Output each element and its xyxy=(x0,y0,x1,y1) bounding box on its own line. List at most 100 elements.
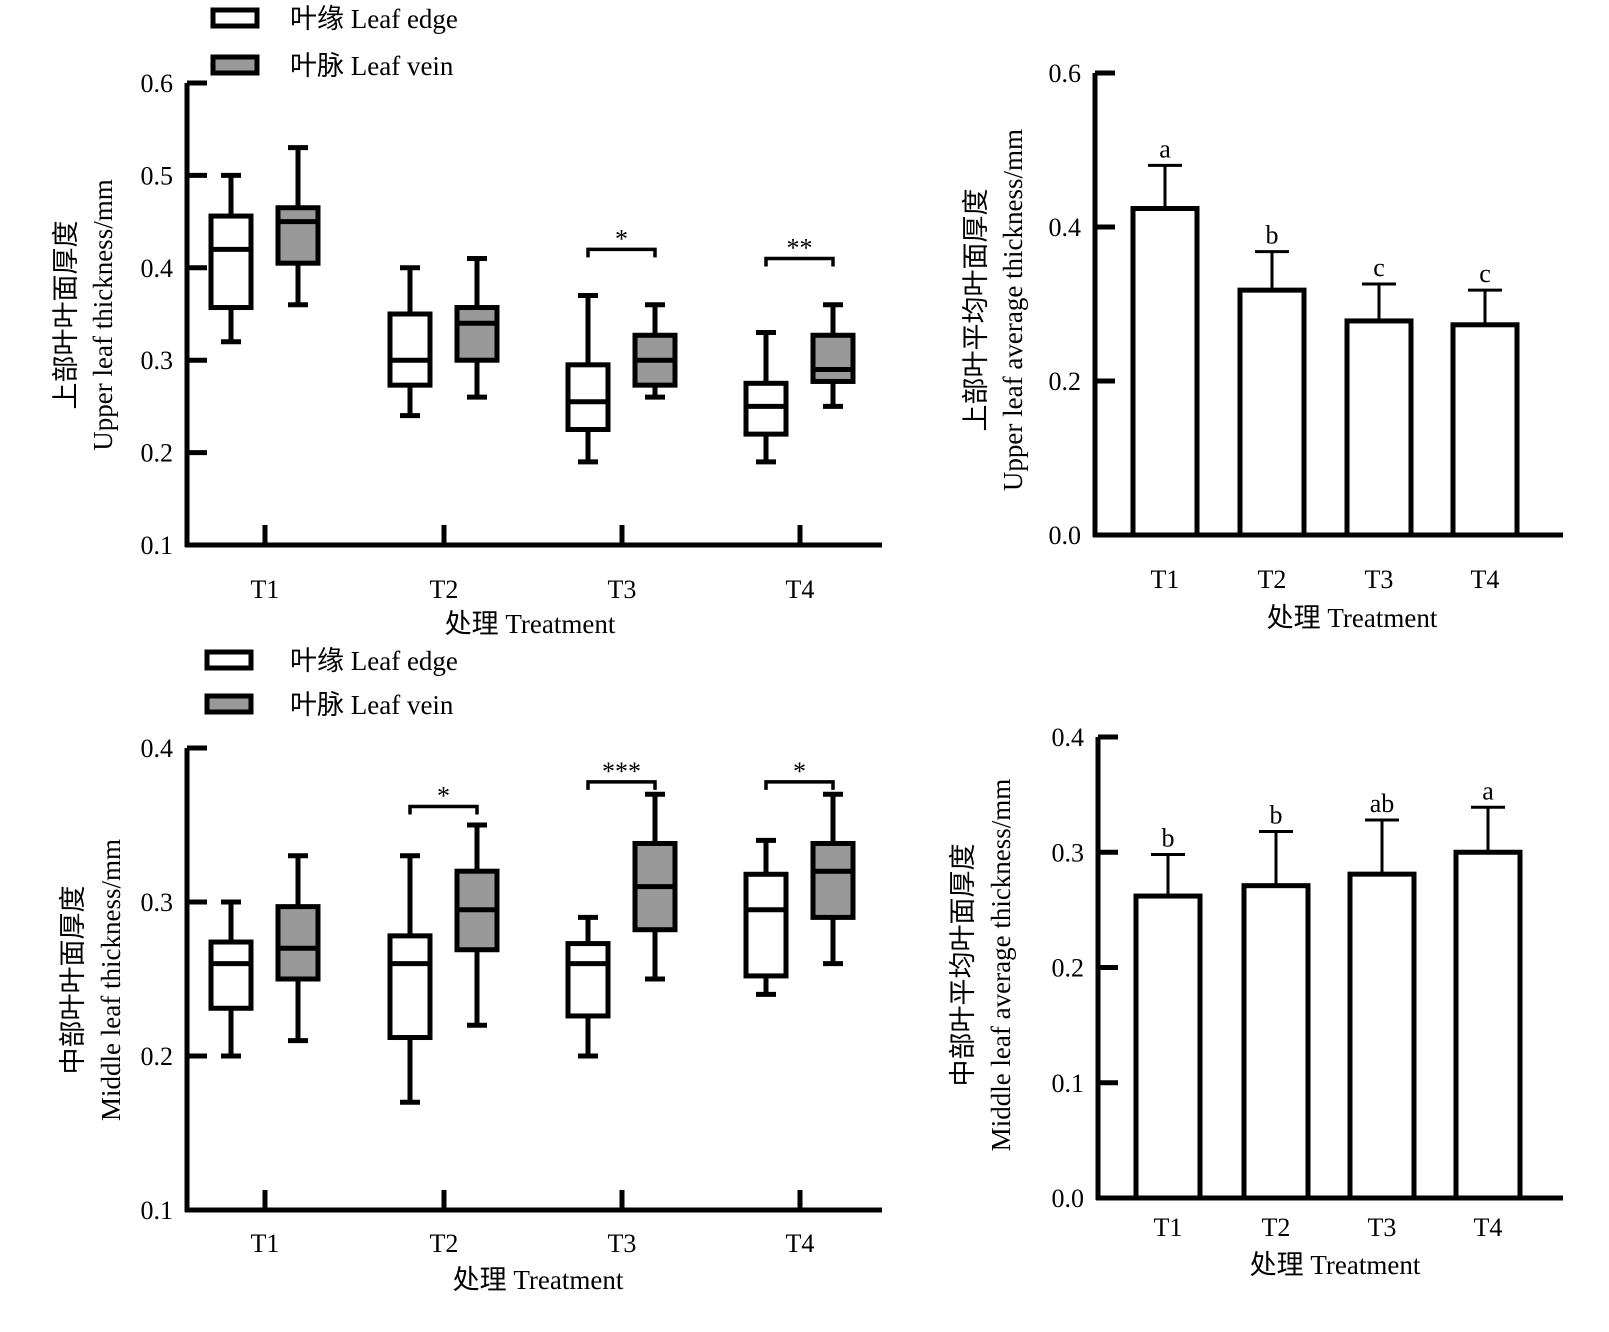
bar-T4: a xyxy=(1453,776,1523,1201)
x-tick-label: T1 xyxy=(1151,565,1180,594)
box-T3-leaf-vein xyxy=(632,302,678,400)
y-tick-label: 0.4 xyxy=(141,254,174,283)
y-tick-label: 0.2 xyxy=(1049,367,1082,396)
significance-letter: c xyxy=(1373,253,1385,282)
bar-T3: c xyxy=(1344,253,1414,538)
legend-label: 叶脉 Leaf vein xyxy=(290,690,454,720)
y-tick-label: 0.4 xyxy=(1052,723,1085,752)
y-tick-label: 0.0 xyxy=(1052,1184,1085,1213)
significance-bracket xyxy=(764,780,835,790)
panel-4-bar-chart: 0.0 0.1 0.2 0.3 0.4 T1 T2 T3 T4 处理 Treatment 中部叶平均… xyxy=(948,723,1563,1280)
box-iqr xyxy=(565,362,611,433)
bar xyxy=(1347,871,1417,1201)
box-iqr xyxy=(275,205,321,266)
bar-T1: b xyxy=(1133,824,1203,1201)
significance-letter: b xyxy=(1266,221,1279,250)
box-iqr xyxy=(454,305,500,363)
significance-label: * xyxy=(793,757,806,786)
x-tick-label: T1 xyxy=(251,575,280,604)
legend-label: 叶缘 Leaf edge xyxy=(290,646,458,676)
bar xyxy=(1133,893,1203,1201)
x-tick-label: T4 xyxy=(786,1229,815,1258)
significance-letter: a xyxy=(1482,776,1494,805)
y-tick-label: 0.6 xyxy=(141,69,174,98)
significance-bracket xyxy=(764,256,835,267)
y-tick-label: 0.6 xyxy=(1049,59,1082,88)
x-tick-label: T3 xyxy=(1368,1213,1397,1242)
y-tick-label: 0.2 xyxy=(141,439,174,468)
panel-1-box-chart: 0.1 0.2 0.3 0.4 0.5 0.6 T1 T2 T3 T4 处理 Treatment 上部… xyxy=(51,4,882,639)
bar xyxy=(1450,322,1520,538)
box-T3-leaf-vein xyxy=(632,791,678,982)
box-iqr xyxy=(275,904,321,982)
bar-T3: ab xyxy=(1347,789,1417,1201)
box-T3-leaf-edge xyxy=(565,293,611,465)
box-T3-leaf-edge xyxy=(565,914,611,1059)
x-tick-label: T3 xyxy=(608,1229,637,1258)
y-tick-label: 0.0 xyxy=(1049,521,1082,550)
significance-label: *** xyxy=(602,757,641,786)
x-tick-label: T1 xyxy=(251,1229,280,1258)
legend-swatch-leaf-edge xyxy=(210,7,260,29)
y-tick-label: 0.4 xyxy=(1049,213,1082,242)
y-axis-label-cn: 上部叶平均叶面厚度 xyxy=(961,189,991,432)
bar xyxy=(1241,883,1311,1201)
box-iqr xyxy=(810,332,856,384)
x-tick-label: T4 xyxy=(1474,1213,1503,1242)
y-tick-label: 0.3 xyxy=(141,346,174,375)
y-axis-label: Upper leaf thickness/mm xyxy=(88,179,118,450)
box-T1-leaf-vein xyxy=(275,145,321,308)
box-iqr xyxy=(743,871,789,979)
x-tick-label: T2 xyxy=(430,575,459,604)
box-T2-leaf-vein xyxy=(454,822,500,1028)
legend-label: 叶脉 Leaf vein xyxy=(290,51,454,81)
legend-label: 叶缘 Leaf edge xyxy=(290,4,458,34)
box-T1-leaf-edge xyxy=(208,172,254,345)
legend-swatch-leaf-edge xyxy=(204,649,254,671)
box-T4-leaf-vein xyxy=(810,302,856,409)
bar-T1: a xyxy=(1130,134,1200,538)
x-tick-label: T4 xyxy=(786,575,815,604)
significance-letter: ab xyxy=(1370,789,1395,818)
y-axis-label-cn: 中部叶叶面厚度 xyxy=(58,886,88,1075)
panel-3-box-chart: 0.1 0.2 0.3 0.4 T1 T2 T3 T4 处理 Treatment 中部叶叶面厚度 M… xyxy=(58,646,882,1295)
bar-T2: b xyxy=(1241,801,1311,1201)
x-tick-label: T2 xyxy=(1258,565,1287,594)
y-axis-label-cn: 中部叶平均叶面厚度 xyxy=(948,844,978,1087)
x-axis-label: 处理 Treatment xyxy=(445,609,616,639)
significance-letter: c xyxy=(1479,259,1491,288)
y-tick-label: 0.2 xyxy=(141,1042,174,1071)
significance-letter: a xyxy=(1159,134,1171,163)
x-tick-label: T1 xyxy=(1154,1213,1183,1242)
box-iqr xyxy=(810,840,856,920)
bar xyxy=(1237,287,1307,538)
box-T4-leaf-edge xyxy=(743,329,789,465)
y-axis-label-cn: 上部叶叶面厚度 xyxy=(51,221,81,410)
significance-letter: b xyxy=(1270,801,1283,830)
box-iqr xyxy=(208,939,254,1011)
y-tick-label: 0.4 xyxy=(141,734,174,763)
y-axis-label: Upper leaf average thickness/mm xyxy=(998,129,1028,491)
bar-T4: c xyxy=(1450,259,1520,538)
box-T2-leaf-edge xyxy=(387,265,433,419)
y-tick-label: 0.3 xyxy=(141,888,174,917)
box-iqr xyxy=(387,311,433,388)
box-iqr xyxy=(565,941,611,1019)
significance-label: * xyxy=(437,782,450,811)
y-axis-label: Middle leaf average thickness/mm xyxy=(986,779,1016,1152)
significance-bracket xyxy=(586,247,657,258)
box-T4-leaf-vein xyxy=(810,791,856,967)
bar-T2: b xyxy=(1237,221,1307,538)
legend-swatch-leaf-vein xyxy=(204,693,254,715)
x-tick-label: T4 xyxy=(1471,565,1500,594)
significance-label: * xyxy=(615,224,628,253)
y-tick-label: 0.3 xyxy=(1052,838,1085,867)
significance-letter: b xyxy=(1162,824,1175,853)
y-tick-label: 0.2 xyxy=(1052,954,1085,983)
panel-2-bar-chart: 0.0 0.2 0.4 0.6 T1 T2 T3 T4 处理 Treatment 上部叶平均叶面厚… xyxy=(961,59,1563,633)
bar xyxy=(1453,849,1523,1201)
y-tick-label: 0.1 xyxy=(141,1196,174,1225)
x-axis-label: 处理 Treatment xyxy=(1267,603,1438,633)
significance-bracket xyxy=(586,780,657,790)
